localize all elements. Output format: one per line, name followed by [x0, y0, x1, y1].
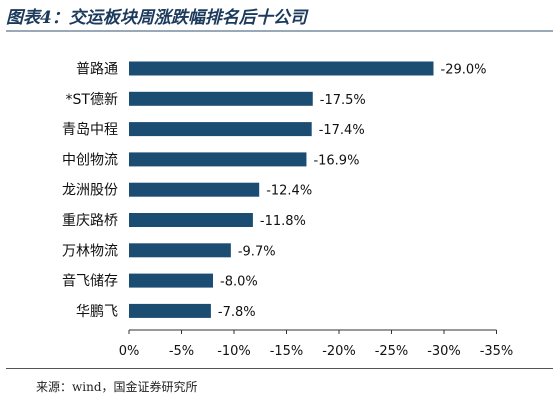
category-label: 青岛中程: [62, 122, 118, 138]
bar-value-label: -11.8%: [260, 214, 306, 229]
x-axis-tick-label: -35%: [480, 344, 514, 359]
x-axis-tick-label: -25%: [375, 344, 409, 359]
bars: [129, 61, 434, 318]
bar-value-label: -17.4%: [319, 123, 365, 138]
bar: [129, 303, 211, 318]
x-axis-tick-label: -30%: [427, 344, 461, 359]
category-label: *ST德新: [66, 92, 118, 108]
bar-value-label: -16.9%: [313, 153, 359, 168]
x-axis-tick-labels: 0% -5% -10% -15% -20% -25% -30% -35%: [119, 344, 514, 359]
category-label: 龙洲股份: [62, 183, 118, 199]
bar: [129, 243, 231, 258]
category-label: 重庆路桥: [62, 213, 118, 229]
bar-value-label: -8.0%: [220, 275, 258, 290]
bar-value-label: -12.4%: [266, 184, 312, 199]
bar-value-label: -17.5%: [320, 93, 366, 108]
bar: [129, 213, 253, 227]
bar: [129, 122, 312, 137]
x-axis-tick-label: -15%: [270, 344, 304, 359]
bar-value-label: -9.7%: [238, 244, 276, 259]
bar: [129, 61, 434, 76]
source-note: 来源：wind，国金证券研究所: [36, 380, 198, 394]
category-label: 华鹏飞: [76, 304, 118, 320]
chart-title: 图表4：交运板块周涨跌幅排名后十公司: [6, 8, 307, 28]
category-label: 音飞储存: [62, 273, 118, 290]
x-axis-tick-label: -10%: [217, 344, 251, 359]
category-label: 中创物流: [62, 152, 118, 168]
x-axis-ticks: [128, 330, 497, 334]
bar: [129, 152, 307, 167]
bar-value-label: -7.8%: [218, 305, 256, 320]
value-labels: -29.0% -17.5% -17.4% -16.9% -12.4% -11.8% -9.7…: [218, 63, 487, 320]
x-axis-tick-label: -5%: [169, 344, 194, 359]
x-axis-tick-label: -20%: [322, 344, 356, 359]
title-underline: [6, 30, 553, 32]
bar: [129, 91, 313, 106]
x-axis-tick-label: 0%: [119, 344, 140, 359]
category-label: 万林物流: [62, 243, 118, 259]
bar: [129, 182, 260, 197]
bar: [129, 273, 213, 288]
source-divider: [6, 368, 553, 369]
category-label: 普路通: [76, 62, 118, 78]
bar-value-label: -29.0%: [441, 63, 487, 78]
